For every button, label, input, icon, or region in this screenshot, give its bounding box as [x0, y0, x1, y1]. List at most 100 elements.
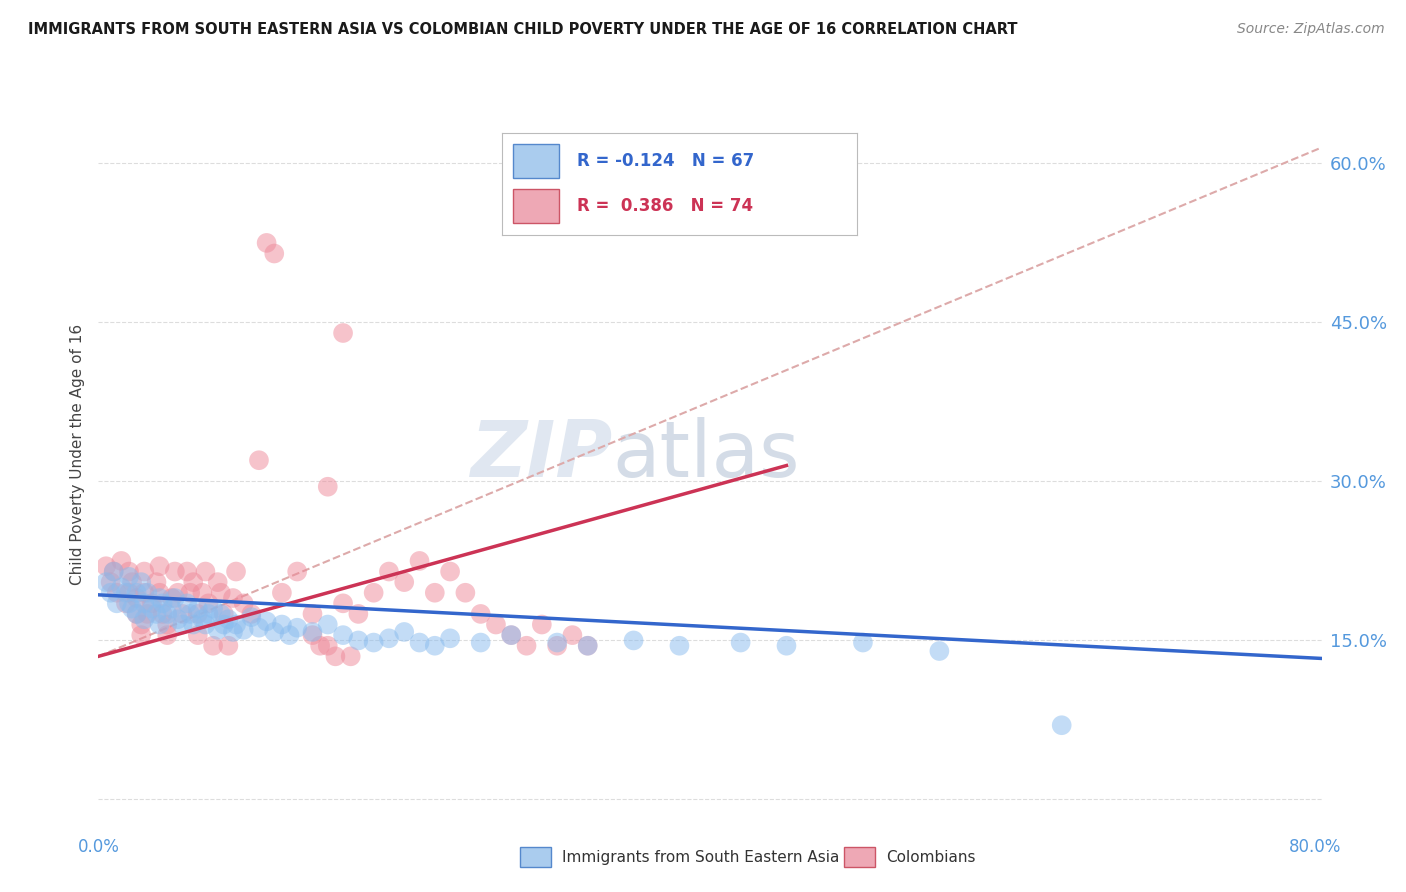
Point	[301, 624, 323, 639]
Point	[247, 453, 270, 467]
Point	[172, 617, 194, 632]
Point	[129, 617, 152, 632]
Point	[225, 617, 247, 632]
Point	[301, 628, 323, 642]
Point	[301, 607, 323, 621]
Point	[309, 639, 332, 653]
Point	[134, 565, 156, 579]
Point	[181, 575, 204, 590]
Point	[167, 612, 190, 626]
Point	[392, 575, 416, 590]
Point	[160, 591, 183, 605]
Point	[179, 585, 201, 599]
Point	[187, 628, 209, 642]
Point	[118, 585, 141, 599]
Y-axis label: Child Poverty Under the Age of 16: Child Poverty Under the Age of 16	[69, 325, 84, 585]
Point	[194, 565, 217, 579]
Point	[332, 326, 354, 340]
Point	[501, 628, 523, 642]
Point	[408, 554, 430, 568]
Point	[125, 607, 148, 621]
Point	[179, 607, 201, 621]
Point	[363, 585, 385, 599]
Point	[775, 639, 797, 653]
Point	[94, 559, 117, 574]
Point	[110, 554, 132, 568]
Point	[222, 591, 245, 605]
Point	[160, 601, 183, 615]
Point	[121, 575, 143, 590]
Point	[207, 623, 229, 637]
Point	[110, 581, 132, 595]
Point	[105, 585, 128, 599]
Point	[145, 607, 167, 621]
Point	[392, 624, 416, 639]
Point	[256, 235, 278, 250]
Point	[125, 585, 148, 599]
Point	[125, 607, 148, 621]
Point	[176, 565, 198, 579]
Point	[152, 596, 174, 610]
Point	[129, 628, 152, 642]
Point	[1050, 718, 1073, 732]
Point	[156, 607, 179, 621]
Point	[316, 480, 339, 494]
Point	[217, 639, 239, 653]
Point	[115, 596, 138, 610]
Point	[167, 585, 190, 599]
Point	[668, 639, 690, 653]
Point	[576, 639, 599, 653]
Point	[197, 607, 219, 621]
Text: ZIP: ZIP	[470, 417, 612, 493]
Point	[546, 639, 568, 653]
Point	[332, 628, 354, 642]
Point	[439, 632, 461, 646]
Point	[316, 617, 339, 632]
Point	[332, 596, 354, 610]
Point	[530, 617, 553, 632]
Point	[202, 601, 225, 615]
Point	[149, 591, 172, 605]
Point	[134, 596, 156, 610]
Point	[149, 617, 172, 632]
Point	[134, 585, 156, 599]
Point	[100, 585, 122, 599]
Text: atlas: atlas	[612, 417, 800, 493]
Point	[156, 628, 179, 642]
Point	[191, 585, 214, 599]
Point	[129, 575, 152, 590]
Point	[470, 607, 492, 621]
Point	[378, 632, 401, 646]
Point	[103, 565, 125, 579]
Point	[561, 628, 583, 642]
Point	[285, 565, 308, 579]
Point	[100, 575, 122, 590]
Point	[623, 633, 645, 648]
Point	[501, 628, 523, 642]
Point	[485, 617, 508, 632]
Text: R = -0.124   N = 67: R = -0.124 N = 67	[576, 153, 754, 170]
Point	[125, 591, 148, 605]
Point	[149, 585, 172, 599]
Point	[217, 612, 239, 626]
Text: Immigrants from South Eastern Asia: Immigrants from South Eastern Asia	[562, 850, 839, 864]
Point	[423, 585, 446, 599]
Point	[439, 565, 461, 579]
Point	[730, 635, 752, 649]
Point	[209, 585, 232, 599]
Point	[225, 565, 247, 579]
Point	[263, 246, 285, 260]
Point	[197, 596, 219, 610]
Point	[141, 601, 163, 615]
Point	[378, 565, 401, 579]
Point	[363, 635, 385, 649]
Point	[576, 639, 599, 653]
Point	[212, 607, 235, 621]
Point	[423, 639, 446, 653]
Point	[263, 624, 285, 639]
Point	[256, 615, 278, 629]
Point	[163, 591, 186, 605]
Point	[118, 596, 141, 610]
Point	[163, 565, 186, 579]
Text: IMMIGRANTS FROM SOUTH EASTERN ASIA VS COLOMBIAN CHILD POVERTY UNDER THE AGE OF 1: IMMIGRANTS FROM SOUTH EASTERN ASIA VS CO…	[28, 22, 1018, 37]
